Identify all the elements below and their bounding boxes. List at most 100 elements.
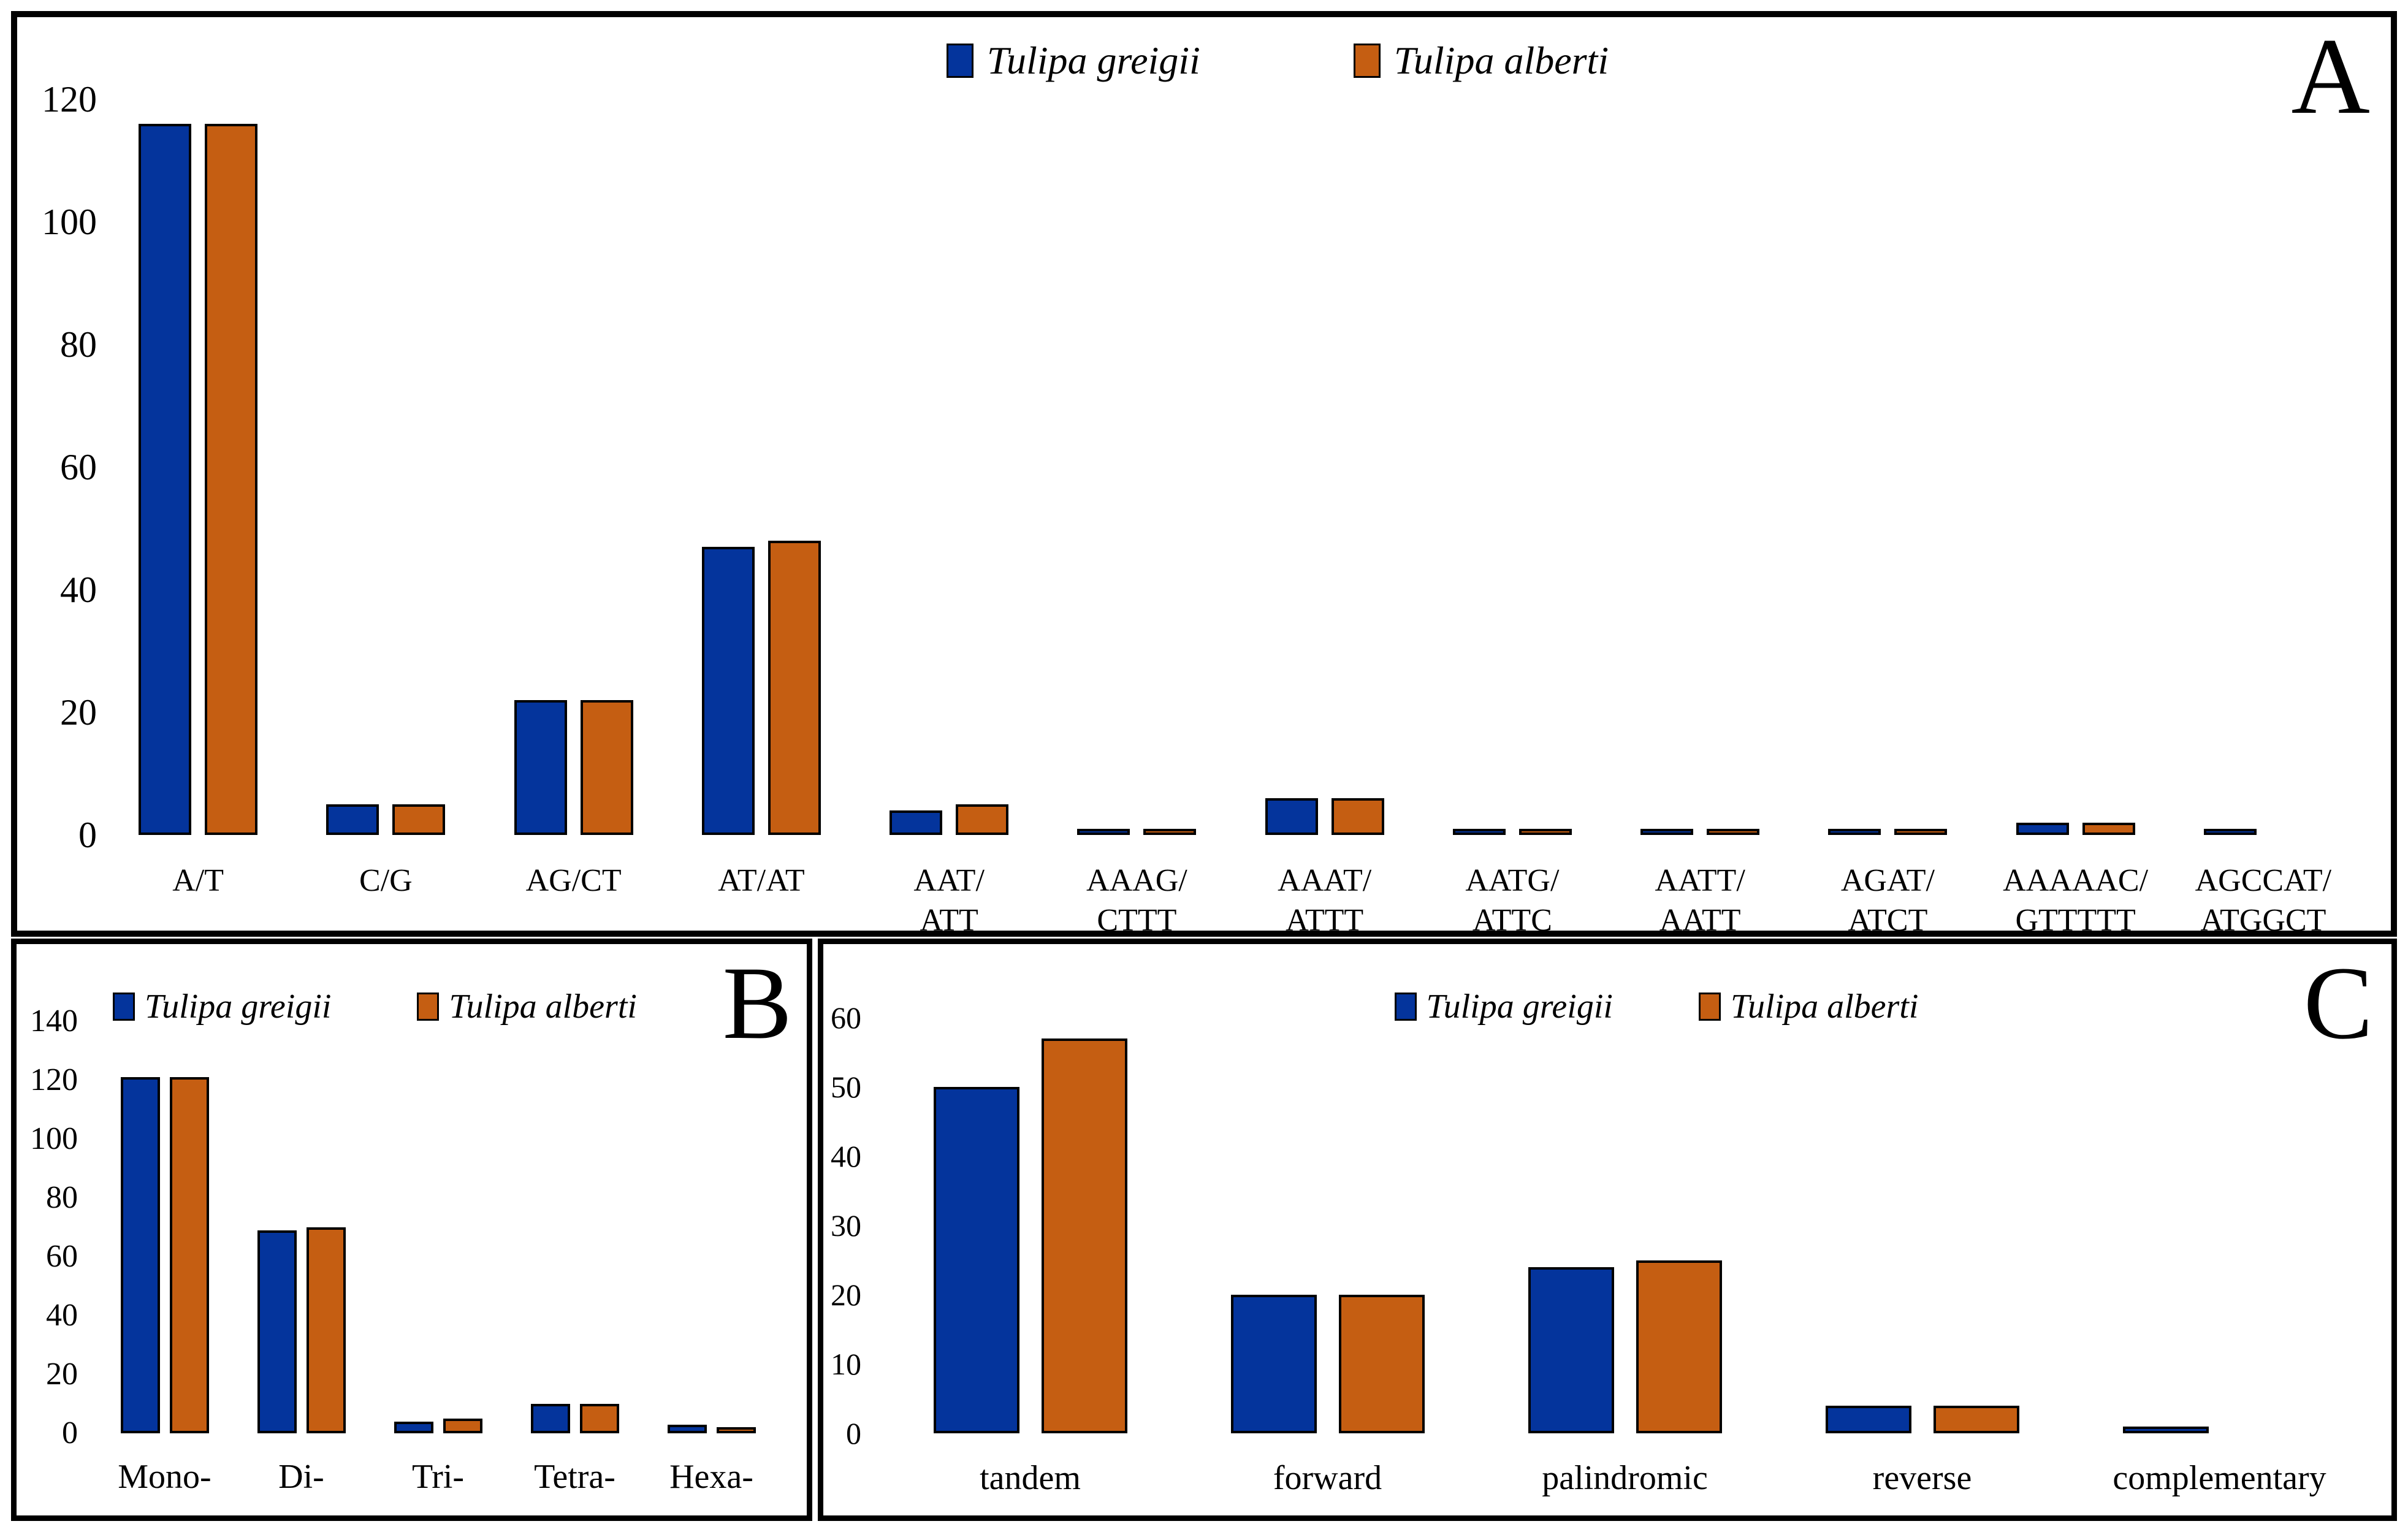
bar-greigii — [2203, 829, 2257, 835]
panel-b-letter: B — [722, 945, 792, 1061]
y-tick-label: 10 — [831, 1347, 861, 1381]
bar-alberti — [1636, 1260, 1722, 1433]
panel-a: Tulipa greigii Tulipa alberti A 0 20 40 60 80… — [11, 11, 2397, 938]
category-slot — [855, 99, 1043, 835]
x-category-label: AAT/ ATT — [913, 863, 985, 938]
y-tick-label: 20 — [46, 1357, 78, 1392]
y-tick-label: 120 — [42, 79, 97, 120]
bar-greigii — [394, 1421, 433, 1433]
category-slot — [1982, 99, 2170, 835]
x-category-label: reverse — [1872, 1459, 1972, 1497]
category-slot — [1476, 1018, 1774, 1433]
category-slot — [2071, 1018, 2368, 1433]
bar-alberti — [1041, 1038, 1127, 1433]
y-tick-label: 80 — [46, 1180, 78, 1215]
y-tick-label: 40 — [831, 1139, 861, 1173]
category-slot — [1774, 1018, 2071, 1433]
y-tick-label: 120 — [30, 1062, 78, 1097]
bar-alberti — [205, 124, 258, 835]
y-tick-label: 50 — [831, 1070, 861, 1104]
panel-b-legend: Tulipa greigii Tulipa alberti — [0, 987, 770, 1026]
legend-swatch-icon — [1698, 993, 1721, 1021]
category-slot — [370, 1021, 506, 1433]
legend-label: Tulipa alberti — [449, 988, 637, 1026]
bar-greigii — [1528, 1267, 1614, 1433]
bar-greigii — [2122, 1426, 2209, 1433]
panel-b: Tulipa greigii Tulipa alberti B 0 20 40 60 80… — [11, 939, 812, 1521]
x-category-label: AT/AT — [718, 863, 805, 898]
category-slot — [1179, 1018, 1476, 1433]
y-tick-label: 20 — [831, 1278, 861, 1312]
legend-swatch-icon — [946, 44, 973, 78]
category-slot — [1419, 99, 1606, 835]
bar-greigii — [890, 810, 943, 835]
category-slot — [1606, 99, 1794, 835]
panel-c: Tulipa greigii Tulipa alberti C 0 10 20 30 40… — [818, 939, 2397, 1521]
category-slot — [882, 1018, 1179, 1433]
x-category-label: AAAT/ ATTT — [1278, 863, 1372, 938]
legend-swatch-icon — [1353, 44, 1381, 78]
legend-item-alberti: Tulipa alberti — [417, 987, 637, 1026]
y-tick-label: 140 — [30, 1004, 78, 1038]
x-category-label: AATT/ AATT — [1655, 863, 1745, 938]
legend-swatch-icon — [113, 993, 135, 1021]
panel-c-xaxis-labels: tandem forward palindromic reverse complemen… — [882, 1457, 2368, 1500]
panel-c-legend: Tulipa greigii Tulipa alberti — [872, 987, 2408, 1026]
category-slot — [1043, 99, 1230, 835]
x-category-label: AATG/ ATTC — [1465, 863, 1560, 938]
bar-alberti — [1707, 829, 1760, 835]
bar-greigii — [1230, 1295, 1317, 1433]
bar-greigii — [120, 1077, 160, 1433]
y-tick-label: 60 — [60, 447, 97, 487]
bar-greigii — [1640, 829, 1694, 835]
category-slot — [643, 1021, 780, 1433]
x-category-label: palindromic — [1542, 1459, 1708, 1497]
x-category-label: AAAAAC/ GTTTTT — [2003, 863, 2149, 938]
bar-greigii — [1265, 798, 1318, 835]
x-category-label: tandem — [980, 1459, 1081, 1497]
legend-item-alberti: Tulipa alberti — [1353, 38, 1609, 83]
legend-swatch-icon — [417, 993, 440, 1021]
category-slot — [1231, 99, 1419, 835]
x-category-label: A/T — [172, 863, 224, 898]
bar-greigii — [1828, 829, 1881, 835]
panel-c-plot — [882, 1018, 2368, 1433]
panel-b-content: Tulipa greigii Tulipa alberti B 0 20 40 60 80… — [17, 944, 807, 1515]
bar-alberti — [1331, 798, 1384, 835]
bar-alberti — [768, 541, 821, 835]
y-tick-label: 100 — [30, 1121, 78, 1156]
y-tick-label: 40 — [60, 570, 97, 610]
category-slot — [96, 1021, 233, 1433]
x-category-label: Hexa- — [669, 1458, 753, 1496]
panel-b-xaxis-labels: Mono- Di- Tri- Tetra- Hexa- — [96, 1455, 780, 1498]
x-category-label: AGAT/ ATCT — [1840, 863, 1935, 938]
legend-item-alberti: Tulipa alberti — [1698, 987, 1919, 1026]
legend-label: Tulipa greigii — [1426, 988, 1613, 1026]
panel-c-content: Tulipa greigii Tulipa alberti C 0 10 20 30 40… — [823, 944, 2391, 1515]
y-tick-label: 60 — [46, 1239, 78, 1274]
bar-alberti — [716, 1427, 756, 1433]
legend-label: Tulipa alberti — [1730, 988, 1919, 1026]
bar-alberti — [1933, 1405, 2019, 1433]
x-category-label: complementary — [2113, 1459, 2326, 1497]
y-tick-label: 20 — [60, 692, 97, 733]
legend-item-greigii: Tulipa greigii — [113, 987, 331, 1026]
y-tick-label: 80 — [60, 324, 97, 365]
bar-greigii — [1825, 1405, 1911, 1433]
category-slot — [2170, 99, 2357, 835]
bar-alberti — [392, 804, 446, 835]
bar-alberti — [1894, 829, 1948, 835]
bar-greigii — [933, 1087, 1019, 1433]
x-category-label: Tri- — [411, 1458, 465, 1496]
panel-a-plot — [104, 99, 2357, 835]
x-category-label: AAAG/ CTTT — [1086, 863, 1187, 938]
bar-alberti — [1338, 1295, 1425, 1433]
bar-alberti — [1143, 829, 1197, 835]
category-slot — [506, 1021, 643, 1433]
category-slot — [233, 1021, 370, 1433]
panel-a-content: Tulipa greigii Tulipa alberti A 0 20 40 60 80… — [17, 17, 2391, 938]
category-slot — [104, 99, 292, 835]
legend-label: Tulipa greigii — [145, 988, 332, 1026]
bar-alberti — [956, 804, 1009, 835]
bar-greigii — [530, 1404, 570, 1433]
